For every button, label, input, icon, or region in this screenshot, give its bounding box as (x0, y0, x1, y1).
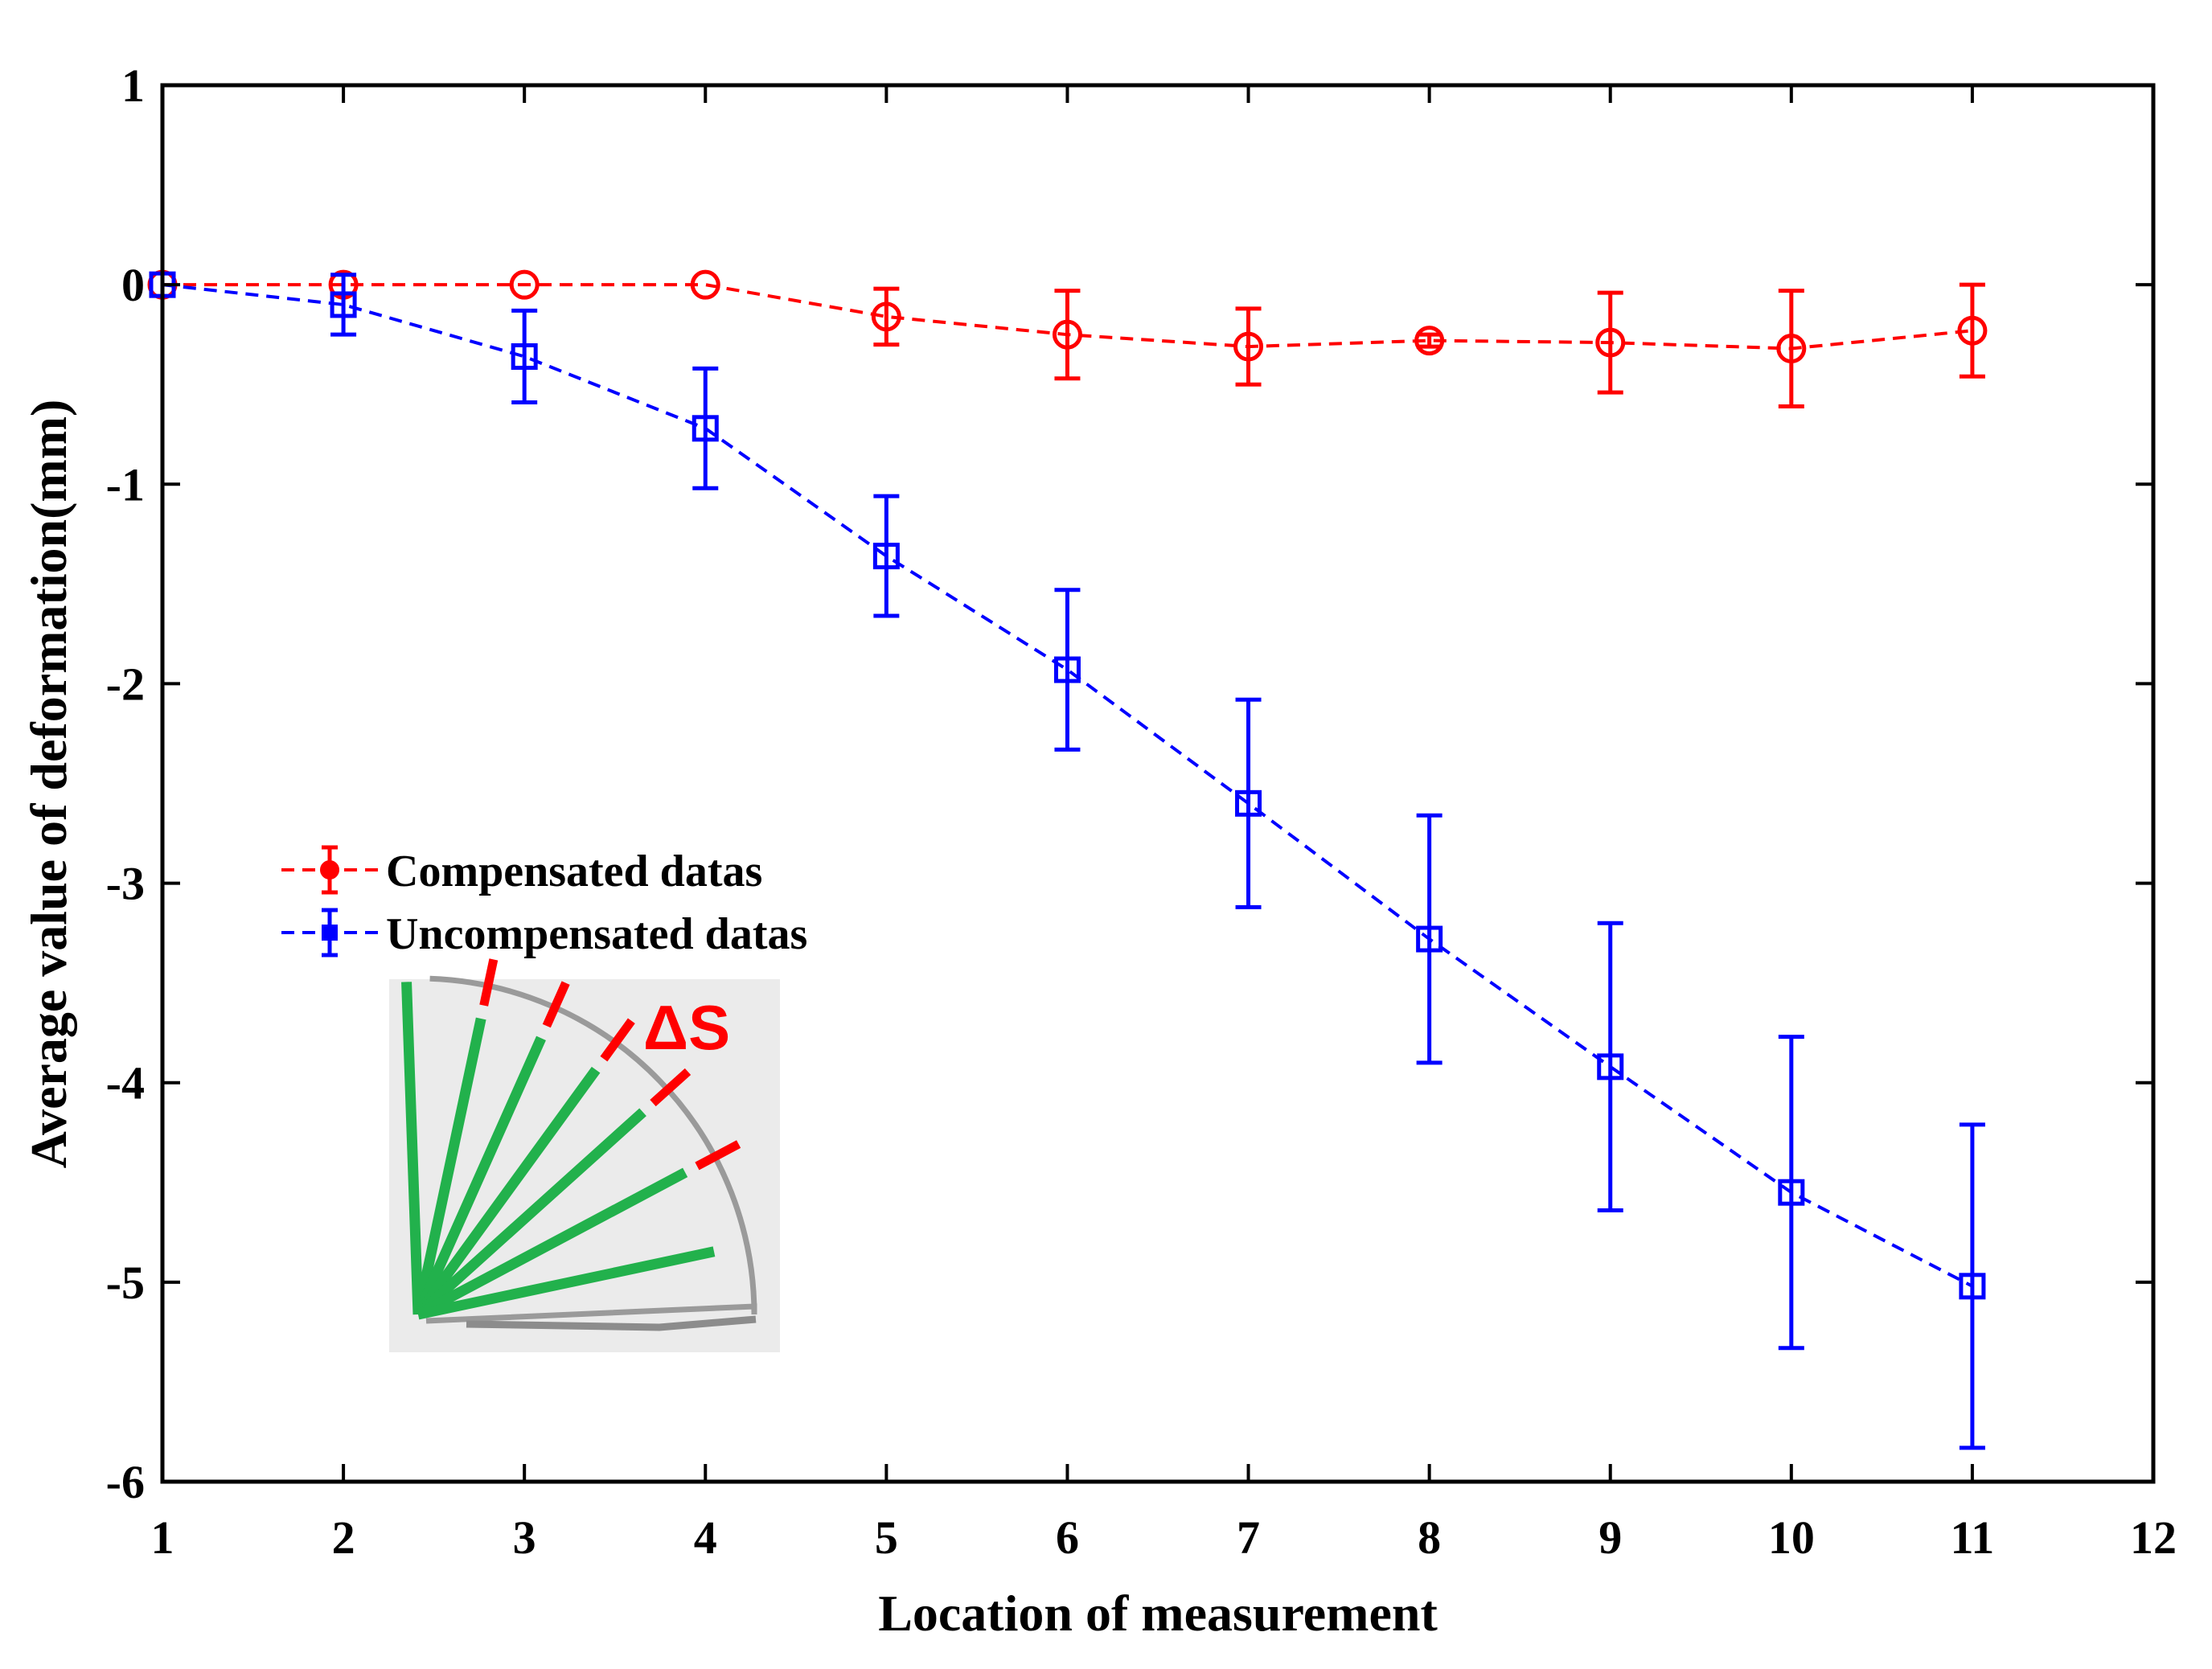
series-line (162, 283, 1973, 1288)
y-axis-label: Average value of deformation(mm) (20, 400, 77, 1169)
inset-green-radius (415, 1167, 688, 1319)
x-tick-label: 2 (332, 1511, 355, 1564)
data-point-circle (690, 269, 720, 300)
inset-red-deviation-mark (600, 1018, 635, 1062)
x-tick-label: 3 (513, 1511, 536, 1564)
data-point-square (1235, 789, 1262, 817)
data-point-square (692, 415, 719, 442)
inset-red-deviation-mark (650, 1068, 692, 1107)
data-point-circle (509, 269, 540, 300)
y-tick-label: 0 (121, 259, 145, 311)
inset-green-radius (414, 1108, 646, 1318)
data-point-circle (1414, 326, 1445, 356)
inset-delta-s-label: ΔS (643, 992, 730, 1063)
legend-entry-label: Uncompensated datas (386, 909, 807, 959)
inset-green-radius (401, 982, 424, 1315)
x-tick-label: 12 (2130, 1511, 2177, 1564)
data-point-circle (871, 301, 901, 332)
inset-red-deviation-mark (542, 981, 570, 1028)
legend-marker-square (322, 925, 338, 941)
x-tick-label: 11 (1951, 1511, 1995, 1564)
y-tick-label: -6 (106, 1456, 145, 1508)
x-tick-label: 7 (1237, 1511, 1260, 1564)
x-tick-label: 6 (1056, 1511, 1079, 1564)
data-point-square (1053, 656, 1081, 683)
data-point-circle (1957, 315, 1988, 346)
series-compensated (147, 269, 1988, 409)
data-point-square (511, 342, 538, 370)
data-point-circle (1595, 327, 1626, 358)
legend-marker-circle (320, 860, 339, 880)
y-tick-label: -1 (106, 458, 145, 511)
inset-red-deviation-mark (479, 958, 499, 1007)
data-point-circle (1052, 319, 1082, 350)
legend-entry-label: Compensated datas (386, 847, 762, 896)
data-point-square (872, 543, 900, 570)
inset-green-radius (413, 1066, 601, 1318)
data-point-square (1597, 1053, 1624, 1081)
x-tick-label: 4 (694, 1511, 717, 1564)
x-tick-label: 1 (151, 1511, 174, 1564)
y-tick-label: -2 (106, 658, 145, 710)
data-point-square (1778, 1179, 1805, 1206)
inset-red-deviation-mark (695, 1140, 741, 1171)
inset-base-edge (466, 1315, 757, 1331)
plot-area-frame (160, 83, 2156, 1484)
y-axis-ticks: 1 0 -1 -2 -3 -4 -5 -6 (106, 59, 2153, 1508)
data-point-circle (1776, 334, 1807, 364)
legend: Compensated datas Uncompensated datas (281, 845, 807, 959)
y-tick-label: 1 (121, 59, 145, 112)
sector-inset-image: ΔS (389, 958, 780, 1352)
x-tick-label: 5 (875, 1511, 898, 1564)
x-axis-label: Location of measurement (878, 1585, 1438, 1642)
series-uncompensated (149, 271, 1986, 1450)
y-tick-label: -3 (106, 858, 145, 910)
inset-green-radius (413, 1035, 546, 1317)
inset-green-radius (417, 1246, 716, 1320)
x-tick-label: 10 (1768, 1511, 1815, 1564)
x-tick-label: 8 (1418, 1511, 1441, 1564)
data-point-square (1959, 1273, 1986, 1300)
y-tick-label: -4 (106, 1057, 145, 1109)
series-layer (147, 269, 1988, 1450)
inset-green-radius (412, 1017, 486, 1316)
x-tick-label: 9 (1598, 1511, 1622, 1564)
data-point-square (330, 291, 357, 318)
x-axis-ticks: 1 2 3 4 5 6 7 8 9 10 11 12 (151, 85, 2177, 1564)
data-point-circle (1233, 331, 1264, 362)
data-point-square (1416, 925, 1443, 953)
y-tick-label: -5 (106, 1257, 145, 1309)
